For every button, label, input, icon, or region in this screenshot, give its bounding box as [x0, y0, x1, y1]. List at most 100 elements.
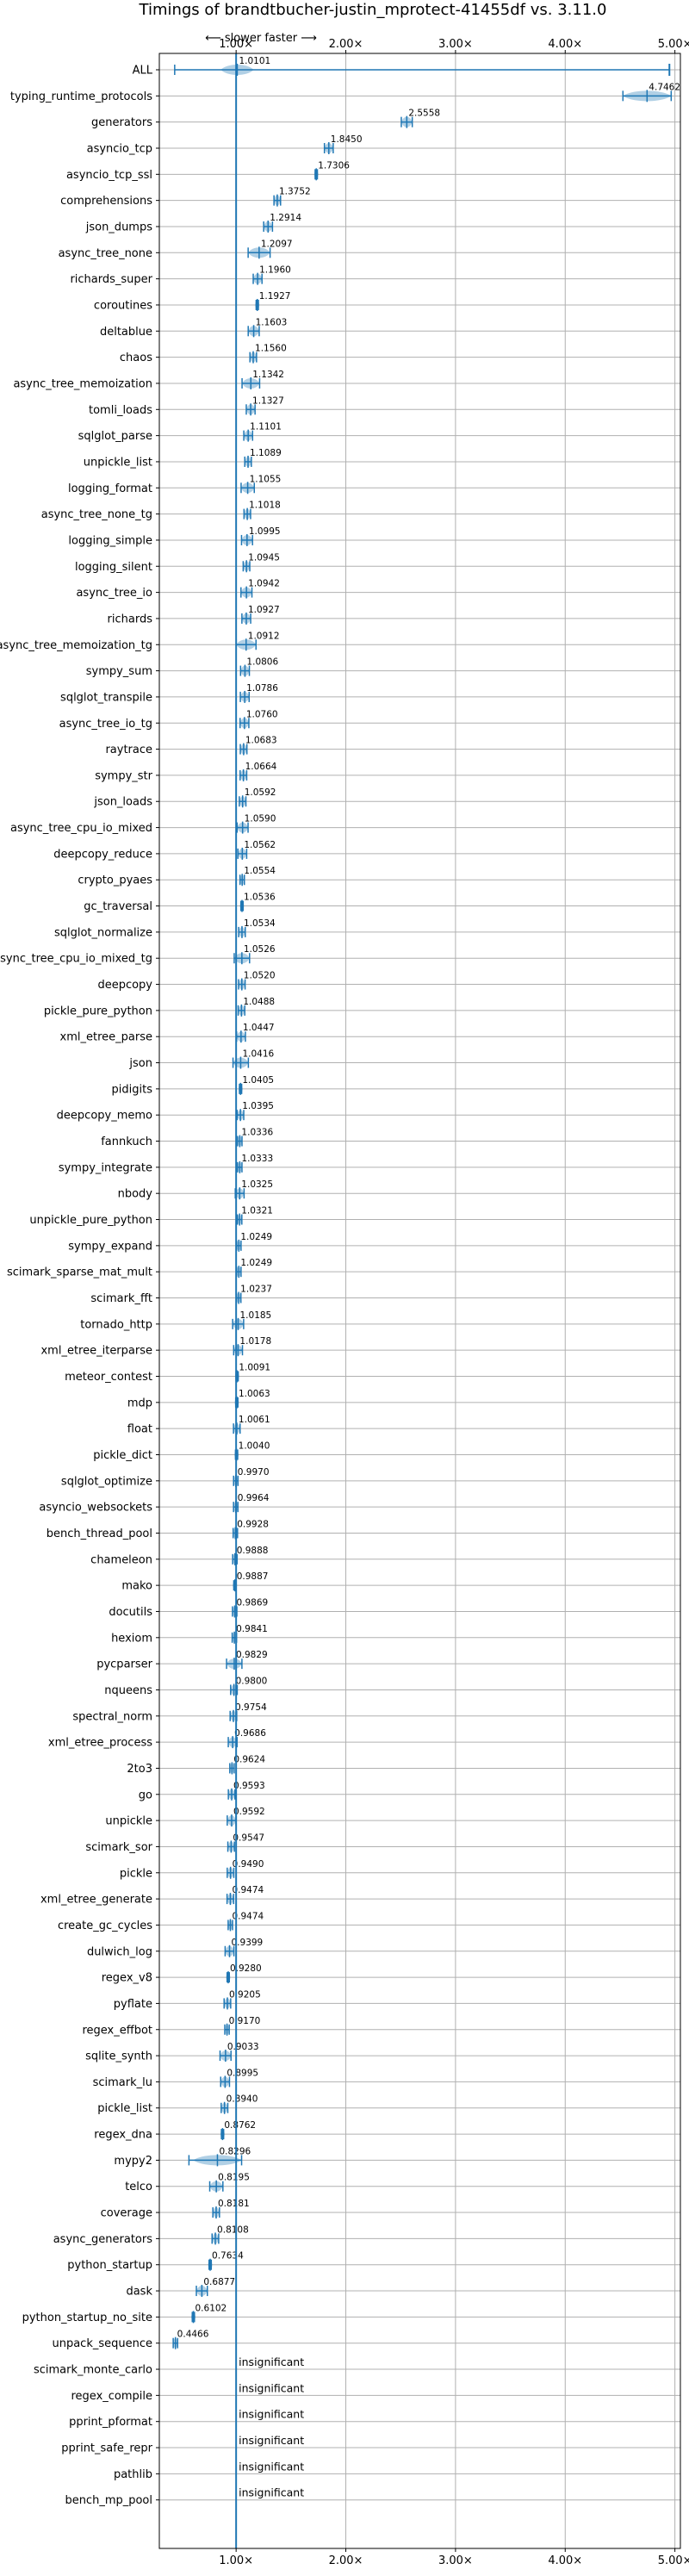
benchmark-label: 2to3 [127, 1763, 152, 1776]
benchmark-label: meteor_contest [65, 1371, 152, 1384]
benchmark-label: comprehensions [60, 195, 152, 208]
x-tick-label-top: 1.00× [219, 38, 253, 51]
value-label: 0.9869 [236, 1597, 268, 1608]
benchmark-label: pidigits [112, 1083, 153, 1096]
benchmark-row: sqlglot_optimize 0.9970 [61, 1467, 270, 1489]
value-label: 1.1327 [252, 395, 284, 406]
insignificant-label: insignificant [239, 2434, 304, 2447]
benchmark-row: python_startup 0.7634 [67, 2251, 244, 2273]
benchmark-label: pycparser [96, 1658, 152, 1671]
benchmark-label: scimark_fft [90, 1292, 152, 1305]
benchmark-row: docutils 0.9869 [109, 1597, 268, 1619]
benchmark-label: asyncio_tcp [87, 142, 152, 155]
benchmark-row: mypy2 0.8296 [114, 2146, 251, 2168]
benchmark-row: logging_format 1.1055 [68, 474, 281, 495]
value-label: 1.0590 [245, 814, 276, 824]
value-label: 1.0534 [244, 918, 276, 929]
value-label: 0.9686 [234, 1728, 266, 1739]
value-label: 1.1960 [259, 265, 291, 276]
benchmark-row: async_tree_memoization_tg 1.0912 [0, 631, 280, 652]
value-label: 1.0927 [248, 605, 280, 615]
benchmark-label: sqlite_synth [85, 2050, 152, 2063]
benchmark-row: pprint_safe_repr insignificant [61, 2434, 304, 2455]
benchmark-row: 2to3 0.9624 [127, 1754, 265, 1776]
benchmark-label: fannkuch [101, 1136, 152, 1148]
value-label: 0.8195 [218, 2173, 250, 2183]
benchmark-row: coroutines 1.1927 [94, 291, 291, 313]
benchmark-row: hexiom 0.9841 [111, 1624, 268, 1646]
value-label: 1.0447 [243, 1023, 275, 1033]
x-tick-label-top: 3.00× [438, 38, 473, 51]
benchmark-row: deepcopy 1.0520 [97, 971, 275, 992]
benchmark-row: async_tree_io_tg 1.0760 [59, 709, 278, 731]
benchmark-row: create_gc_cycles 0.9474 [58, 1911, 264, 1932]
benchmark-label: regex_compile [71, 2390, 152, 2403]
value-label: 1.0405 [242, 1075, 274, 1086]
benchmark-label: json_loads [93, 796, 152, 809]
value-label: 0.9399 [232, 1938, 264, 1948]
value-label: 1.8450 [331, 134, 363, 145]
bottom-tick-labels: 1.00× 2.00× 3.00× 4.00× 5.00× [219, 2554, 689, 2567]
benchmark-row: tornado_http 1.0185 [80, 1310, 271, 1332]
benchmark-label: sqlglot_normalize [54, 926, 152, 939]
benchmark-label: chameleon [90, 1553, 152, 1566]
benchmark-row: async_tree_cpu_io_mixed 1.0590 [10, 814, 276, 836]
benchmark-label: chaos [120, 352, 152, 364]
benchmark-label: python_startup [67, 2259, 152, 2272]
value-label: 1.0664 [245, 762, 277, 772]
benchmark-label: async_generators [53, 2233, 153, 2246]
direction-label: ⟵ slower faster ⟶ [205, 32, 317, 45]
benchmark-row: deepcopy_memo 1.0395 [57, 1101, 274, 1123]
benchmark-row: python_startup_no_site 0.6102 [22, 2303, 227, 2324]
benchmark-label: deepcopy [97, 979, 152, 992]
value-label: 1.0806 [246, 657, 278, 668]
benchmark-label: pickle_dict [93, 1449, 152, 1462]
benchmark-row: comprehensions 1.3752 [60, 187, 311, 208]
benchmark-row: pickle_dict 1.0040 [93, 1440, 270, 1462]
benchmark-label: scimark_sparse_mat_mult [7, 1266, 152, 1279]
benchmark-row: async_tree_io 1.0942 [76, 579, 279, 600]
benchmark-label: async_tree_none [59, 247, 152, 260]
value-label: 1.0488 [243, 997, 275, 1007]
benchmark-row: xml_etree_iterparse 1.0178 [40, 1336, 271, 1358]
benchmark-label: pickle [120, 1867, 152, 1880]
benchmark-label: json_dumps [85, 221, 152, 233]
benchmark-row: sqlite_synth 0.9033 [85, 2042, 258, 2063]
benchmark-row: logging_simple 1.0995 [68, 526, 280, 548]
benchmark-row: mako 0.9887 [121, 1571, 268, 1593]
benchmark-row: float 1.0061 [127, 1415, 270, 1436]
benchmark-row: chaos 1.1560 [120, 344, 287, 365]
benchmark-row: regex_dna 0.8762 [94, 2120, 256, 2142]
benchmark-label: crypto_pyaes [78, 874, 152, 887]
benchmark-label: sqlglot_transpile [60, 691, 152, 704]
benchmark-row: go 0.9593 [139, 1781, 265, 1802]
benchmark-label: nqueens [104, 1684, 152, 1697]
value-label: 4.7462 [649, 82, 680, 92]
benchmark-label: sympy_str [95, 769, 152, 782]
benchmark-label: nbody [118, 1188, 153, 1201]
benchmark-label: pyflate [114, 1998, 152, 2011]
benchmark-label: xml_etree_generate [40, 1894, 152, 1907]
value-label: 1.0416 [242, 1049, 274, 1060]
benchmark-row: pycparser 0.9829 [96, 1650, 268, 1671]
benchmark-label: xml_etree_iterparse [40, 1345, 152, 1358]
value-label: 1.0760 [246, 709, 278, 719]
benchmark-row: sympy_str 1.0664 [95, 762, 276, 783]
benchmark-row: nbody 1.0325 [118, 1179, 273, 1201]
value-label: 1.1560 [255, 344, 287, 354]
benchmark-label: scimark_monte_carlo [34, 2364, 152, 2377]
x-tick-label-top: 2.00× [329, 38, 363, 51]
benchmark-label: go [139, 1789, 152, 1801]
benchmark-label: pathlib [114, 2468, 152, 2481]
benchmark-row: pprint_pformat insignificant [69, 2408, 304, 2430]
benchmark-row: json 1.0416 [128, 1049, 274, 1071]
benchmark-row: telco 0.8195 [125, 2173, 250, 2194]
benchmark-label: unpack_sequence [52, 2337, 152, 2350]
value-label: 1.0178 [239, 1336, 271, 1347]
benchmark-row: dulwich_log 0.9399 [87, 1938, 263, 1959]
value-label: 0.4466 [177, 2330, 209, 2340]
benchmark-row: async_generators 0.8108 [53, 2224, 249, 2246]
benchmark-row: tomli_loads 1.1327 [89, 395, 284, 417]
value-label: 1.0520 [244, 971, 276, 981]
